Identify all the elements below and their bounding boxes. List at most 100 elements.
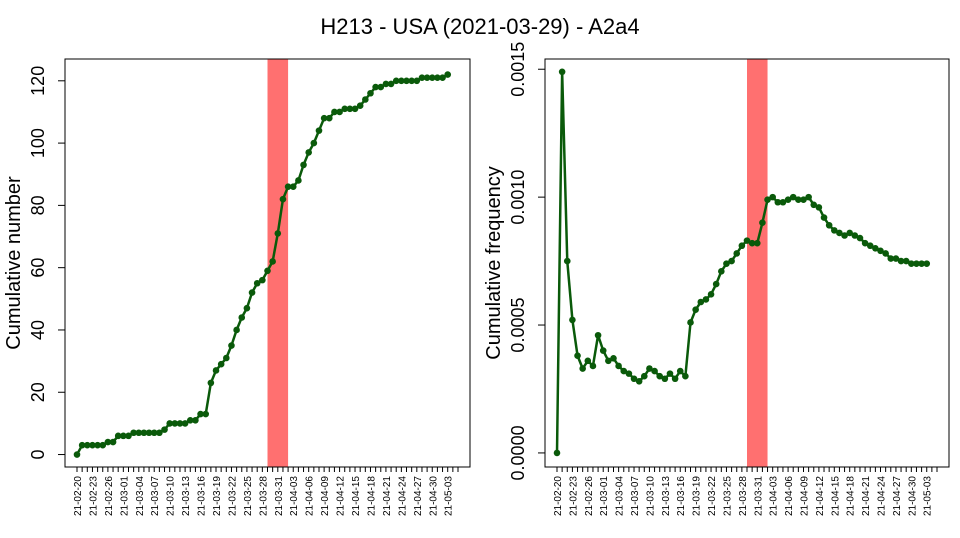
data-point (635, 378, 643, 385)
x-tick-label: 21-03-07 (630, 476, 641, 516)
x-tick-label: 21-03-10 (645, 476, 656, 516)
data-point (171, 420, 179, 427)
data-point (99, 441, 107, 449)
x-tick-label: 21-04-12 (815, 476, 826, 516)
data-point (923, 260, 931, 267)
data-point (605, 357, 612, 365)
data-point (784, 196, 792, 203)
data-point (774, 198, 782, 206)
data-point (223, 354, 230, 362)
data-point (238, 314, 246, 321)
data-point (279, 195, 287, 203)
x-tick-label: 21-03-31 (274, 476, 285, 516)
data-point (682, 372, 689, 380)
data-point (877, 247, 884, 255)
x-tick-label: 21-04-18 (846, 476, 857, 516)
data-point (748, 239, 756, 247)
data-point (789, 193, 797, 201)
x-tick-label: 21-03-01 (119, 476, 130, 516)
data-point (228, 342, 235, 349)
data-point (207, 379, 215, 387)
data-point (671, 375, 679, 383)
data-point (367, 89, 374, 97)
data-point (197, 410, 204, 418)
data-point (156, 429, 163, 437)
data-point (769, 193, 776, 201)
data-point (882, 250, 889, 257)
x-tick-label: 21-03-28 (258, 476, 269, 516)
data-point (589, 362, 597, 370)
data-point (656, 372, 664, 380)
data-point (372, 83, 379, 91)
data-point (135, 429, 143, 437)
x-tick-label: 21-04-15 (830, 476, 841, 516)
data-point (289, 183, 297, 190)
data-point (640, 372, 648, 380)
data-point (676, 367, 684, 375)
data-point (150, 429, 158, 437)
x-tick-label: 21-04-03 (769, 476, 780, 516)
data-point (346, 105, 354, 113)
data-point (646, 365, 653, 372)
x-tick-label: 21-03-13 (181, 476, 192, 516)
x-tick-label: 21-02-20 (553, 476, 564, 516)
chart-panel-2: 0.0000 0.0005 0.0010 0.0015 Cumulative frequ… (483, 42, 950, 516)
data-point (805, 193, 812, 201)
highlight-band (267, 59, 289, 467)
data-point (625, 370, 633, 377)
data-point (341, 105, 349, 113)
x-tick-label: 21-03-13 (661, 476, 672, 516)
data-point (176, 420, 184, 427)
highlight-band (747, 59, 768, 467)
x-tick-label: 21-04-06 (305, 476, 316, 516)
data-point (387, 80, 395, 88)
y-tick-label: 0.0000 (508, 425, 528, 480)
data-point (186, 416, 194, 424)
data-point (902, 257, 910, 265)
x-tick-label: 21-03-31 (753, 476, 764, 516)
data-point (723, 260, 730, 267)
data-point (145, 429, 153, 437)
data-point (140, 429, 148, 437)
data-point (908, 260, 915, 267)
x-tick-label: 21-03-04 (615, 476, 626, 516)
data-point (584, 357, 592, 365)
x-tick-label: 21-04-24 (877, 476, 888, 516)
data-point (800, 196, 807, 203)
data-point (109, 438, 117, 446)
x-tick-label: 21-05-03 (923, 476, 934, 516)
data-point (439, 74, 446, 81)
data-point (630, 375, 638, 383)
data-point (274, 230, 282, 237)
data-point (382, 80, 390, 88)
y-tick-label: 0.0015 (508, 42, 528, 97)
data-point (392, 77, 400, 85)
data-point (362, 96, 369, 103)
data-point (913, 260, 920, 267)
data-point (202, 410, 210, 418)
x-tick-label: 21-03-04 (135, 476, 146, 516)
data-point (212, 367, 220, 374)
data-point (130, 429, 137, 437)
figure-title: H213 - USA (2021-03-29) - A2a4 (320, 14, 639, 39)
data-point (423, 74, 431, 81)
y-tick-label: 0.0005 (508, 298, 528, 353)
data-point (825, 221, 833, 229)
data-point (702, 296, 710, 303)
x-tick-label: 21-03-25 (243, 476, 254, 516)
data-point (666, 370, 674, 377)
data-point (810, 201, 818, 209)
x-tick-label: 21-04-06 (784, 476, 795, 516)
data-point (558, 68, 566, 76)
data-point (351, 105, 359, 113)
x-tick-label: 21-04-12 (336, 476, 347, 516)
x-tick-label: 21-04-03 (289, 476, 300, 516)
data-point (594, 331, 602, 339)
data-point (233, 326, 240, 334)
x-tick-label: 21-03-16 (676, 476, 687, 516)
data-point (243, 304, 251, 312)
data-point (615, 362, 622, 370)
x-tick-label: 21-02-26 (584, 476, 595, 516)
